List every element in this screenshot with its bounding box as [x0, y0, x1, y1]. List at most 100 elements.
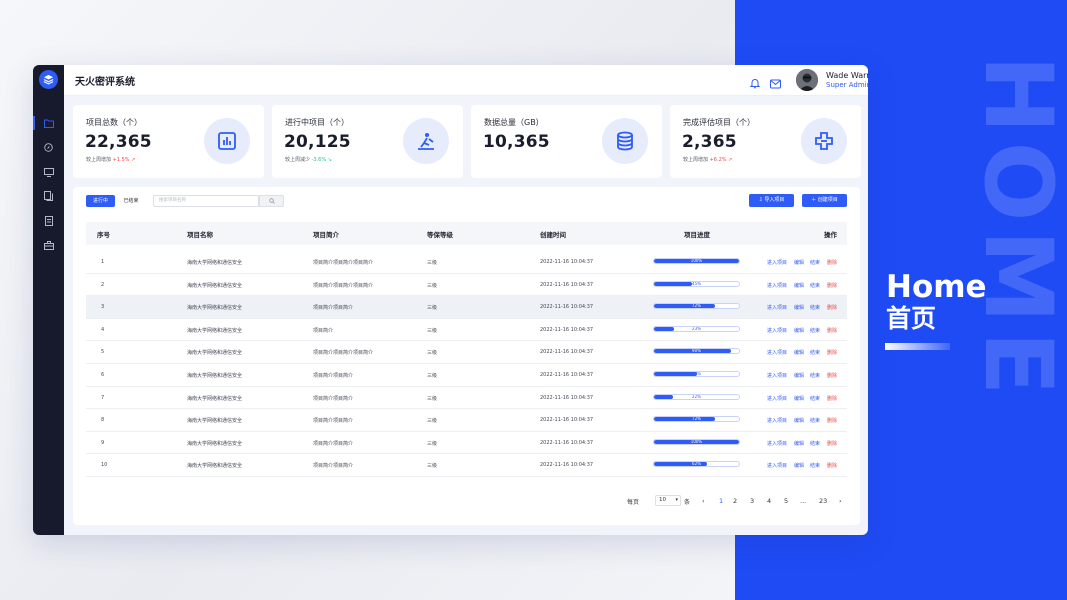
table-row[interactable]: 1 海南大学网络和通信安全 项目简介项目简介项目简介 三级 2022-11-16 10:…: [86, 251, 847, 274]
table-row[interactable]: 2 海南大学网络和通信安全 项目简介项目简介项目简介 三级 2022-11-16 10:…: [86, 274, 847, 297]
page-ellipsis[interactable]: ...: [800, 497, 807, 505]
progress-fill: [654, 304, 716, 309]
table-row[interactable]: 3 海南大学网络和通信安全 项目简介项目简介 三级 2022-11-16 10:04:3…: [86, 296, 847, 319]
end-link[interactable]: 结束: [810, 305, 821, 312]
page-number[interactable]: 2: [733, 497, 738, 505]
page-number[interactable]: 4: [767, 497, 772, 505]
search-button[interactable]: [259, 195, 284, 207]
cell-time: 2022-11-16 10:04:37: [540, 349, 594, 356]
delete-link[interactable]: 删除: [827, 418, 838, 425]
cell-intro: 项目简介项目简介: [313, 373, 354, 379]
stat-trend-value: +1.5%: [112, 157, 130, 163]
edit-link[interactable]: 编辑: [794, 282, 805, 289]
enter-project-link[interactable]: 进入项目: [767, 327, 788, 334]
database-icon: [602, 118, 648, 164]
end-link[interactable]: 结束: [810, 350, 821, 357]
table-row[interactable]: 4 海南大学网络和通信安全 项目简介 三级 2022-11-16 10:04:37 23%…: [86, 319, 847, 342]
page-number[interactable]: 3: [750, 497, 755, 505]
stat-card-data: 数据总量（GB） 10,365: [471, 105, 662, 178]
delete-link[interactable]: 删除: [827, 463, 838, 470]
next-page-icon[interactable]: ›: [839, 497, 842, 505]
progress-bar: 45%: [653, 280, 740, 287]
page-size-select[interactable]: 10 ▾: [655, 495, 681, 506]
logo-icon[interactable]: [39, 70, 58, 89]
page-number[interactable]: 23: [819, 497, 828, 505]
edit-link[interactable]: 编辑: [794, 260, 805, 266]
end-link[interactable]: 结束: [810, 373, 821, 379]
delete-link[interactable]: 删除: [827, 350, 838, 357]
enter-project-link[interactable]: 进入项目: [767, 350, 788, 357]
avatar[interactable]: [796, 69, 818, 91]
search-input[interactable]: 搜索项目名称: [153, 195, 259, 207]
progress-fill: [654, 394, 673, 399]
delete-link[interactable]: 删除: [827, 395, 838, 402]
enter-project-link[interactable]: 进入项目: [767, 440, 788, 447]
import-icon: ⇩: [758, 197, 765, 203]
edit-link[interactable]: 编辑: [794, 350, 805, 357]
enter-project-link[interactable]: 进入项目: [767, 373, 788, 379]
edit-link[interactable]: 编辑: [794, 327, 805, 334]
table-row[interactable]: 5 海南大学网络和通信安全 项目简介项目简介项目简介 三级 2022-11-16 10:…: [86, 341, 847, 364]
delete-link[interactable]: 删除: [827, 373, 838, 379]
nav-document-icon[interactable]: [33, 211, 64, 231]
enter-project-link[interactable]: 进入项目: [767, 305, 788, 312]
col-name: 项目名称: [187, 231, 213, 239]
stat-label: 项目总数（个）: [86, 118, 142, 127]
progress-bar: 90%: [653, 348, 740, 355]
enter-project-link[interactable]: 进入项目: [767, 260, 788, 266]
enter-project-link[interactable]: 进入项目: [767, 282, 788, 289]
delete-link[interactable]: 删除: [827, 305, 838, 312]
edit-link[interactable]: 编辑: [794, 305, 805, 312]
enter-project-link[interactable]: 进入项目: [767, 418, 788, 425]
table-row[interactable]: 6 海南大学网络和通信安全 项目简介项目简介 三级 2022-11-16 10:04:3…: [86, 364, 847, 387]
tab-finished[interactable]: 已结束: [123, 198, 139, 204]
mail-icon[interactable]: [770, 74, 781, 93]
delete-link[interactable]: 删除: [827, 282, 838, 289]
delete-link[interactable]: 删除: [827, 327, 838, 334]
edit-link[interactable]: 编辑: [794, 373, 805, 379]
edit-link[interactable]: 编辑: [794, 440, 805, 447]
nav-folder-icon[interactable]: [33, 113, 64, 133]
prev-page-icon[interactable]: ‹: [702, 497, 705, 505]
nav-compass-icon[interactable]: [33, 137, 64, 157]
cell-intro: 项目简介项目简介项目简介: [313, 350, 374, 357]
delete-link[interactable]: 删除: [827, 440, 838, 447]
end-link[interactable]: 结束: [810, 395, 821, 402]
cell-no: 7: [101, 394, 105, 401]
enter-project-link[interactable]: 进入项目: [767, 395, 788, 402]
cell-time: 2022-11-16 10:04:37: [540, 304, 594, 311]
cell-name: 海南大学网络和通信安全: [187, 440, 243, 447]
cell-level: 三级: [427, 440, 438, 447]
page-number[interactable]: 5: [784, 497, 789, 505]
delete-link[interactable]: 删除: [827, 260, 838, 266]
import-project-button[interactable]: ⇩ 导入项目: [749, 194, 794, 207]
stat-label: 进行中项目（个）: [285, 118, 349, 127]
tab-in-progress[interactable]: 进行中: [86, 195, 115, 207]
create-project-button[interactable]: ＋ 创建项目: [802, 194, 847, 207]
edit-link[interactable]: 编辑: [794, 418, 805, 425]
page-number[interactable]: 1: [719, 497, 724, 505]
progress-bar: 50%: [653, 371, 740, 377]
cell-intro: 项目简介项目简介: [313, 395, 354, 402]
end-link[interactable]: 结束: [810, 260, 821, 266]
nav-board-icon[interactable]: [33, 162, 64, 182]
bell-icon[interactable]: [749, 74, 761, 93]
nav-toolbox-icon[interactable]: [33, 235, 64, 255]
nav-files-icon[interactable]: [33, 186, 64, 206]
end-link[interactable]: 结束: [810, 282, 821, 289]
rowing-icon: [403, 118, 449, 164]
table-row[interactable]: 8 海南大学网络和通信安全 项目简介项目简介 三级 2022-11-16 10:04:3…: [86, 409, 847, 432]
cell-no: 10: [101, 462, 108, 469]
table-row[interactable]: 10 海南大学网络和通信安全 项目简介项目简介 三级 2022-11-16 10:04:…: [86, 454, 847, 477]
plus-icon: ＋: [811, 197, 818, 203]
table-row[interactable]: 9 海南大学网络和通信安全 项目简介项目简介 三级 2022-11-16 10:04:3…: [86, 432, 847, 455]
cell-time: 2022-11-16 10:04:37: [540, 326, 594, 333]
end-link[interactable]: 结束: [810, 327, 821, 334]
edit-link[interactable]: 编辑: [794, 395, 805, 402]
end-link[interactable]: 结束: [810, 418, 821, 425]
edit-link[interactable]: 编辑: [794, 463, 805, 470]
enter-project-link[interactable]: 进入项目: [767, 463, 788, 470]
end-link[interactable]: 结束: [810, 463, 821, 470]
table-row[interactable]: 7 海南大学网络和通信安全 项目简介项目简介 三级 2022-11-16 10:04:3…: [86, 387, 847, 410]
end-link[interactable]: 结束: [810, 440, 821, 447]
